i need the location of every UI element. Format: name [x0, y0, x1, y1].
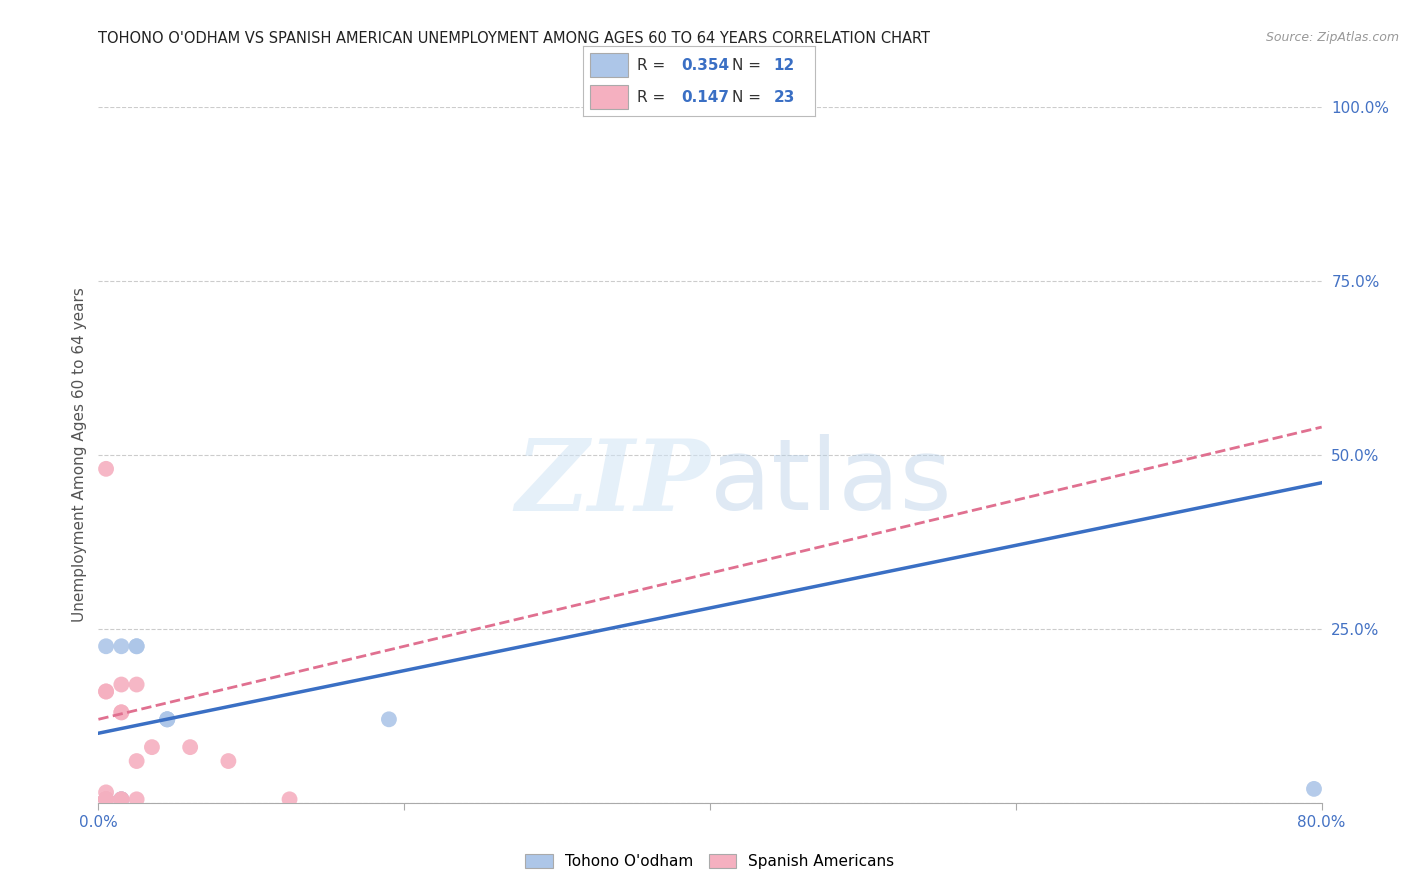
- Point: [94, 792, 117, 806]
- Point: [94, 462, 117, 476]
- Text: TOHONO O'ODHAM VS SPANISH AMERICAN UNEMPLOYMENT AMONG AGES 60 TO 64 YEARS CORREL: TOHONO O'ODHAM VS SPANISH AMERICAN UNEMP…: [98, 31, 931, 46]
- Point: [110, 677, 132, 691]
- Point: [278, 792, 301, 806]
- Point: [110, 792, 132, 806]
- Point: [94, 792, 117, 806]
- Point: [110, 639, 132, 653]
- Point: [94, 792, 117, 806]
- Bar: [591, 86, 627, 109]
- Point: [1303, 781, 1326, 796]
- Text: 12: 12: [773, 58, 794, 72]
- Point: [110, 792, 132, 806]
- Point: [94, 684, 117, 698]
- Point: [179, 740, 201, 755]
- Text: R =: R =: [637, 58, 671, 72]
- Bar: [591, 54, 627, 77]
- Text: atlas: atlas: [710, 434, 952, 532]
- Point: [94, 792, 117, 806]
- Point: [156, 712, 179, 726]
- Point: [125, 677, 148, 691]
- Point: [110, 706, 132, 720]
- Point: [94, 785, 117, 799]
- Point: [94, 684, 117, 698]
- Text: Source: ZipAtlas.com: Source: ZipAtlas.com: [1265, 31, 1399, 45]
- Point: [125, 639, 148, 653]
- Text: N =: N =: [733, 58, 766, 72]
- Point: [125, 754, 148, 768]
- Text: N =: N =: [733, 90, 766, 104]
- Text: R =: R =: [637, 90, 671, 104]
- Text: 0.147: 0.147: [681, 90, 728, 104]
- Point: [217, 754, 239, 768]
- Point: [94, 792, 117, 806]
- Point: [110, 792, 132, 806]
- Point: [110, 792, 132, 806]
- Text: 0.354: 0.354: [681, 58, 730, 72]
- Legend: Tohono O'odham, Spanish Americans: Tohono O'odham, Spanish Americans: [519, 847, 901, 875]
- Point: [94, 792, 117, 806]
- Point: [110, 706, 132, 720]
- Y-axis label: Unemployment Among Ages 60 to 64 years: Unemployment Among Ages 60 to 64 years: [72, 287, 87, 623]
- Point: [156, 712, 179, 726]
- Point: [94, 792, 117, 806]
- Text: 23: 23: [773, 90, 796, 104]
- Point: [378, 712, 401, 726]
- Point: [141, 740, 163, 755]
- Point: [156, 712, 179, 726]
- Point: [94, 792, 117, 806]
- Point: [94, 639, 117, 653]
- Text: ZIP: ZIP: [515, 434, 710, 531]
- Point: [125, 792, 148, 806]
- Point: [125, 639, 148, 653]
